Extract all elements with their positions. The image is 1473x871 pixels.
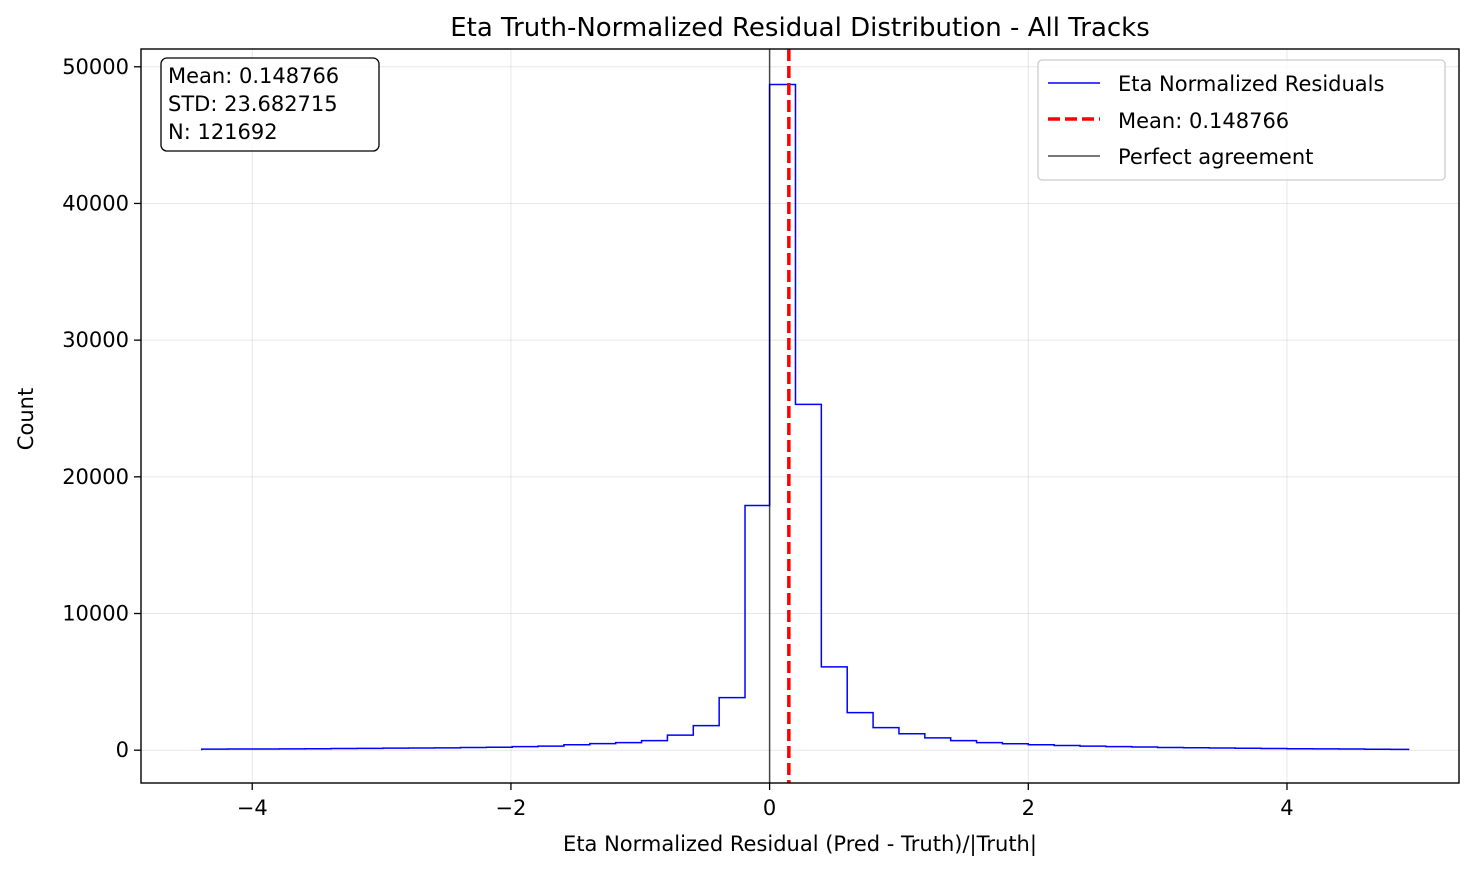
histogram-bin [977,743,1003,751]
histogram-bin [770,85,796,751]
histogram-bin [795,404,821,750]
histogram-bin [719,698,745,751]
y-tick-label: 0 [116,738,129,762]
legend-label-residuals: Eta Normalized Residuals [1118,72,1384,96]
x-axis-label: Eta Normalized Residual (Pred - Truth)/|… [563,832,1037,857]
histogram-bin [590,744,616,751]
histogram-bin [435,748,461,750]
histogram-bin [1209,748,1235,750]
histogram-bin [1365,749,1391,750]
x-tick-label: −4 [237,796,268,820]
legend-frame [1037,59,1446,181]
vertical-lines [768,49,791,783]
y-tick-label: 20000 [62,465,129,489]
legend-label-perfect: Perfect agreement [1118,145,1313,169]
y-tick-label: 10000 [62,602,129,626]
histogram-bin [1313,749,1339,750]
histogram-bin [745,506,770,751]
histogram-bin [357,748,383,750]
histogram-bin [460,747,486,750]
histogram-step-line [201,83,1410,751]
chart-title: Eta Truth-Normalized Residual Distributi… [450,13,1150,43]
histogram-bin [486,747,512,750]
x-axis-ticks: −4 −2 0 2 4 [237,783,1294,820]
histogram-bin [564,745,590,750]
plot-frame [140,48,1460,784]
histogram-bin [1261,749,1287,751]
histogram-bin [1184,748,1210,750]
y-tick-label: 40000 [62,191,129,215]
histogram-bin [1235,748,1261,750]
histogram-bin [847,713,873,751]
histogram-bin [1339,749,1365,750]
x-tick-label: 2 [1022,796,1035,820]
histogram-bin [1132,747,1158,750]
histogram-bin [925,738,951,750]
histogram-bin [1287,749,1313,751]
histogram-bin [693,726,719,751]
stats-std: STD: 23.682715 [168,92,338,116]
histogram-bin [1390,749,1408,750]
histogram-bin [305,749,331,751]
y-axis-label: Count [14,388,38,450]
histogram-bin [1054,746,1080,751]
histogram-bin [279,749,305,750]
legend: Eta Normalized Residuals Mean: 0.148766 … [1037,59,1446,181]
histogram-bin [951,741,977,751]
histogram-bin [821,667,847,750]
y-axis-ticks: 0 10000 20000 30000 40000 50000 [62,55,141,762]
stats-box-frame [160,57,380,152]
histogram-bin [1002,744,1028,750]
legend-label-mean: Mean: 0.148766 [1118,109,1289,133]
x-tick-label: 0 [763,796,776,820]
stats-mean: Mean: 0.148766 [168,64,339,88]
histogram-bin [538,746,564,750]
histogram-bin [1158,747,1184,750]
histogram-bin [899,734,925,750]
x-tick-label: 4 [1280,796,1293,820]
histogram-bin [331,749,357,751]
histogram-bin [202,749,228,750]
histogram-bin [512,747,538,751]
histogram-bin [1028,745,1054,750]
histogram-bin [409,748,435,750]
histogram-bin [616,743,642,751]
y-tick-label: 30000 [62,328,129,352]
histogram-series [201,83,1410,751]
histogram-bin [642,741,668,751]
histogram-bin [1106,747,1132,751]
histogram-bin [228,749,254,750]
histogram-bin [667,735,693,750]
stats-box: Mean: 0.148766 STD: 23.682715 N: 121692 [160,57,380,152]
stats-n: N: 121692 [168,120,278,144]
histogram-bin [383,748,409,750]
histogram-bin [873,728,899,751]
x-tick-label: −2 [495,796,526,820]
y-tick-label: 50000 [62,55,129,79]
histogram-bin [254,749,280,750]
histogram-bin [1080,746,1106,750]
